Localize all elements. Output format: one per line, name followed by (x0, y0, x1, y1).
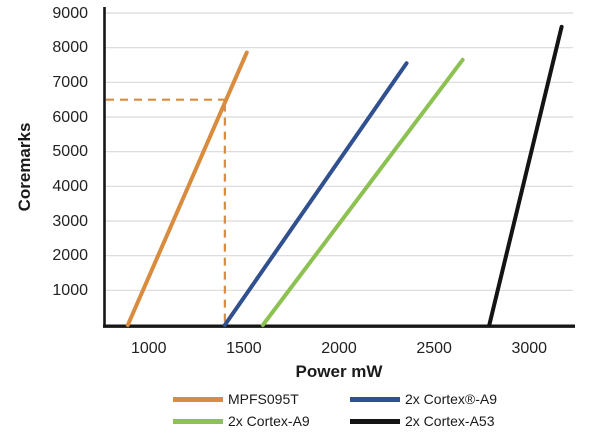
y-tick-label: 4000 (52, 177, 88, 195)
x-axis-title: Power mW (295, 362, 383, 381)
series-line (260, 57, 465, 327)
legend-swatch-mpfs095t (173, 396, 223, 402)
y-axis-title: Coremarks (15, 122, 34, 212)
y-tick-label: 5000 (52, 143, 88, 161)
y-tick-label: 1000 (52, 281, 88, 299)
series-line (487, 24, 564, 327)
legend-swatch-cortex-a53 (350, 418, 400, 424)
legend-label: 2x Cortex-A9 (228, 413, 310, 429)
legend-item-cortex-a9-green: 2x Cortex-A9 (173, 413, 310, 429)
x-tick-label: 2000 (321, 340, 357, 357)
x-tick-label: 1500 (226, 340, 262, 357)
legend-swatch-cortex-a9-blue (350, 396, 400, 402)
legend-label: MPFS095T (228, 391, 299, 407)
legend-item-cortex-a53: 2x Cortex-A53 (350, 413, 494, 429)
y-tick-label: 3000 (52, 212, 88, 230)
x-tick-label: 3000 (511, 340, 548, 357)
legend-item-cortex-a9-blue: 2x Cortex®-A9 (350, 391, 497, 407)
legend-label: 2x Cortex-A53 (405, 413, 495, 429)
legend-swatch-cortex-a9-green (173, 418, 223, 424)
y-tick-label: 7000 (52, 73, 88, 91)
series-line (222, 61, 409, 327)
y-tick-label: 9000 (52, 4, 88, 22)
y-tick-label: 6000 (52, 108, 88, 126)
x-tick-label: 1000 (130, 340, 167, 357)
legend-item-mpfs095t: MPFS095T (173, 391, 299, 407)
y-tick-label: 2000 (52, 247, 88, 265)
y-tick-label: 8000 (52, 39, 88, 57)
legend-label: 2x Cortex®-A9 (405, 391, 498, 407)
x-tick-label: 2500 (416, 340, 452, 357)
series-line (125, 50, 249, 327)
